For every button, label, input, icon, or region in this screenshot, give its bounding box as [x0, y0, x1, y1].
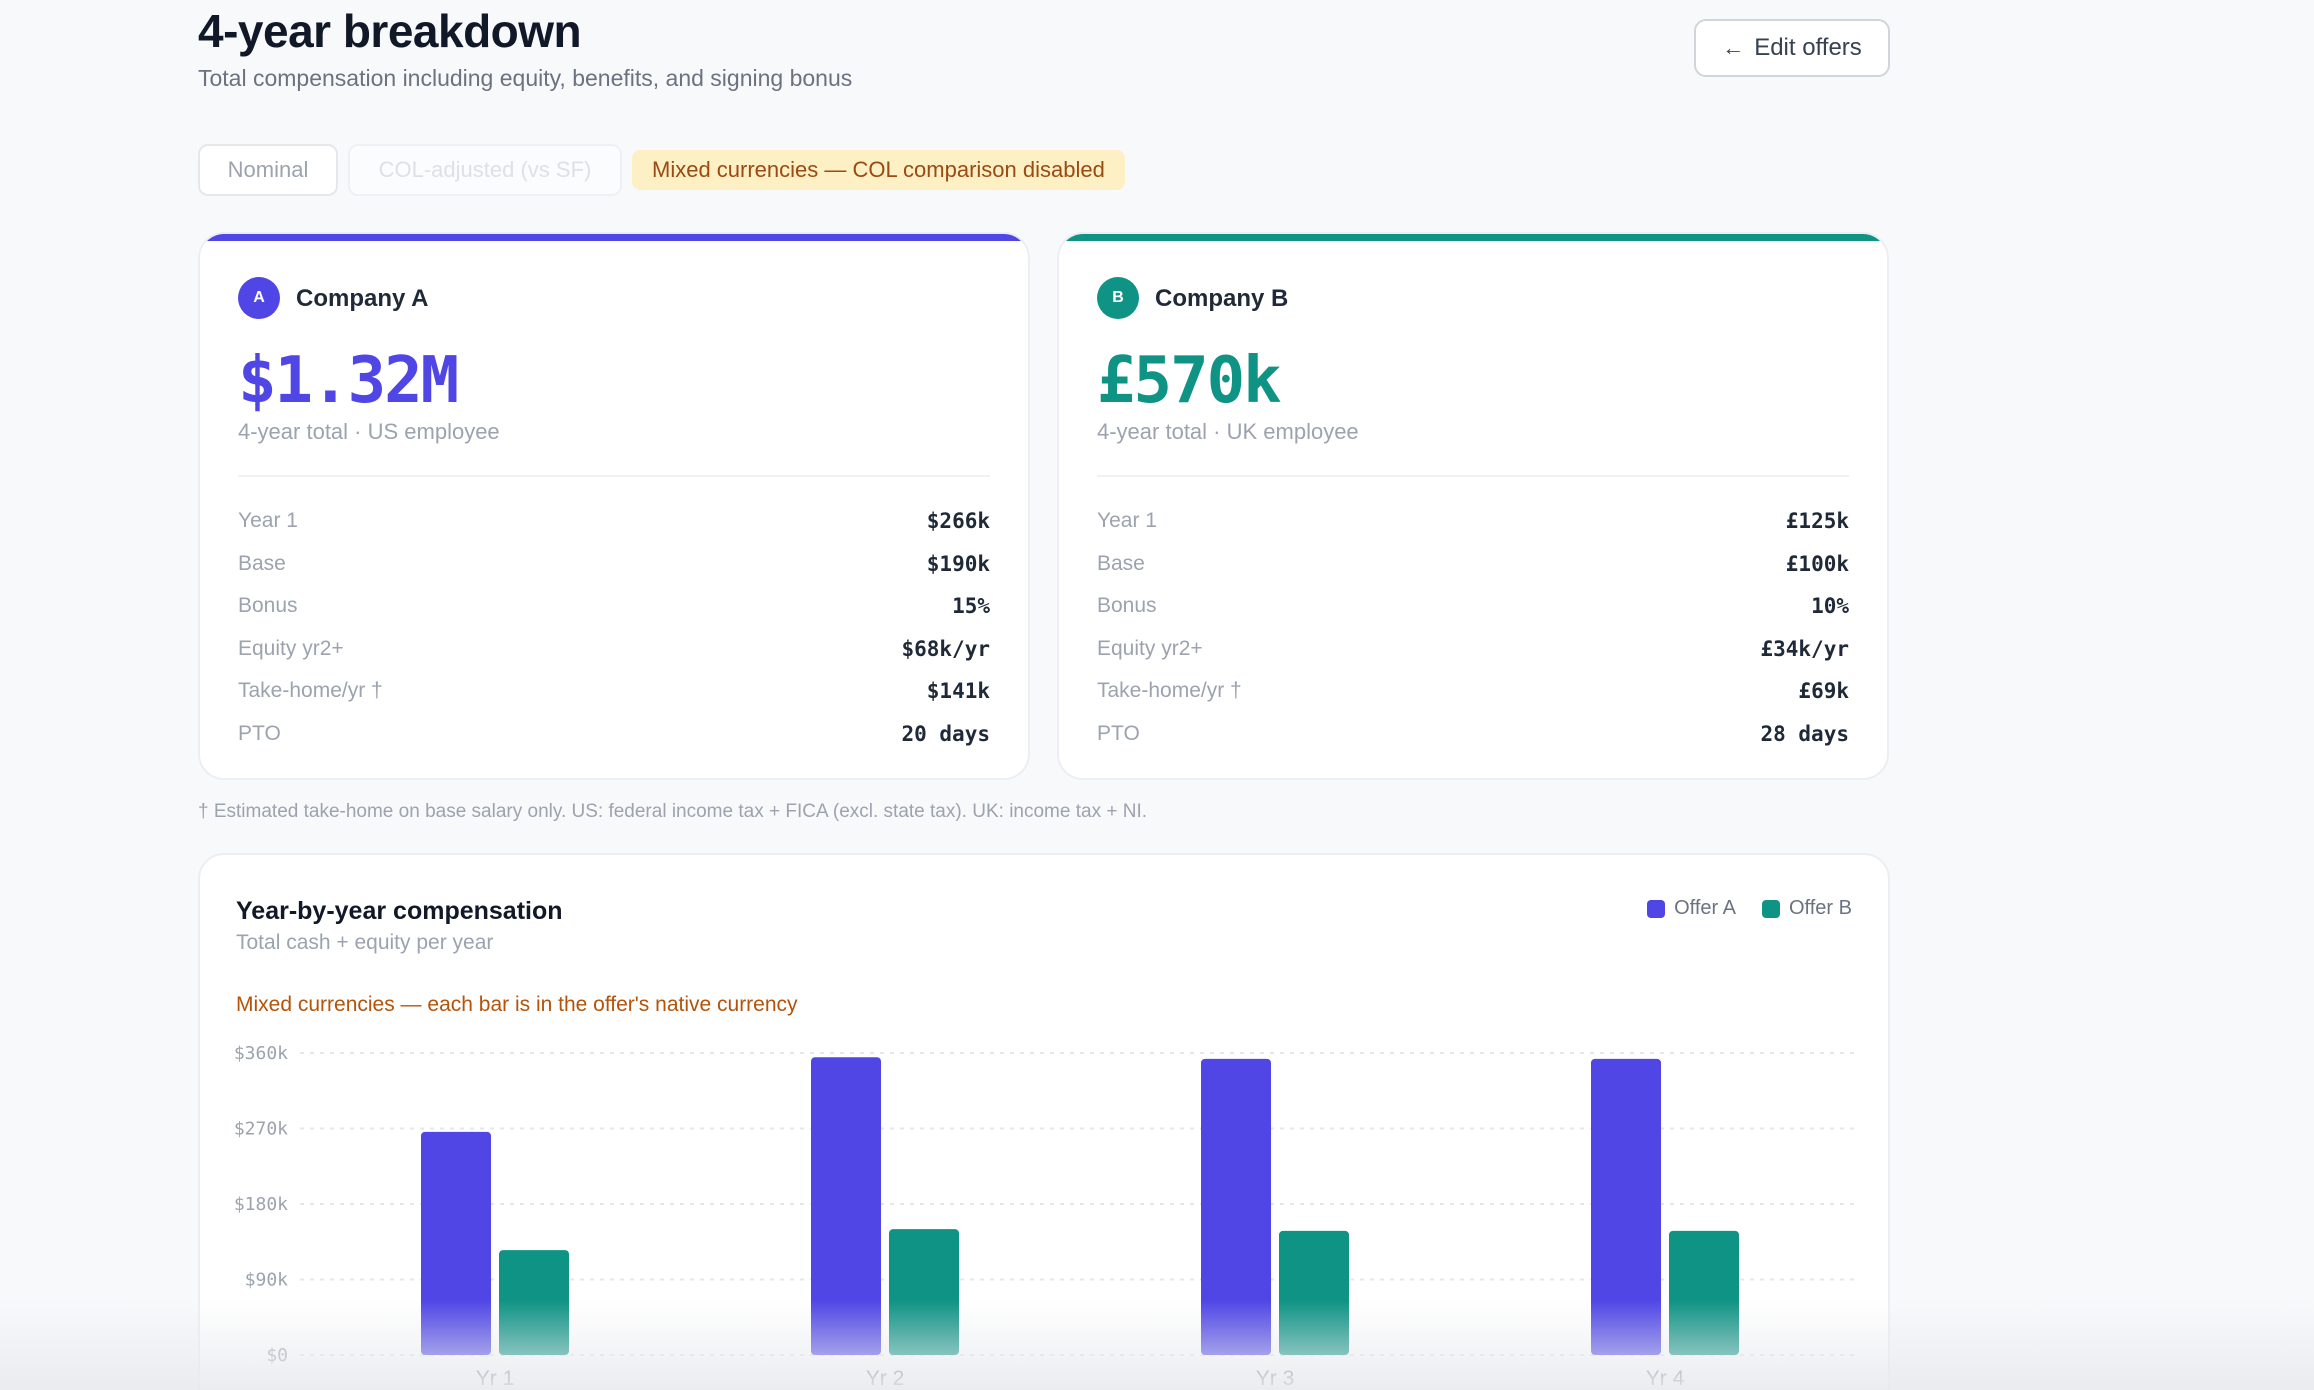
legend-swatch	[1647, 899, 1666, 918]
detail-row-equity: Equity yr2+ $68k/yr	[238, 628, 990, 671]
bar-chart: $0 $90k $180k $270k $360k Yr 1 Yr 2 Yr 3 Yr 4	[234, 1043, 1860, 1390]
divider	[238, 475, 990, 477]
detail-label: Base	[1097, 551, 1145, 575]
card-accent-bar	[1059, 234, 1887, 241]
detail-value: 15%	[952, 594, 990, 619]
legend-item-offer-a: Offer A	[1647, 897, 1736, 920]
detail-row-year1: Year 1 £125k	[1097, 500, 1849, 543]
detail-label: PTO	[238, 721, 281, 745]
page-subtitle: Total compensation including equity, ben…	[198, 65, 853, 91]
detail-row-bonus: Bonus 15%	[238, 585, 990, 628]
detail-value: 20 days	[901, 721, 990, 746]
toggle-col-adjusted: COL-adjusted (vs SF)	[348, 144, 622, 196]
detail-label: Equity yr2+	[238, 636, 344, 660]
bar-offer-b	[499, 1250, 569, 1355]
legend-label: Offer B	[1789, 897, 1852, 919]
yearly-chart-card: Year-by-year compensation Total cash + e…	[198, 853, 1890, 1390]
detail-label: Bonus	[1097, 594, 1157, 618]
company-name: Company A	[296, 285, 429, 312]
detail-value: £69k	[1798, 679, 1849, 704]
y-tick-label: $0	[266, 1345, 288, 1366]
detail-value: 28 days	[1760, 721, 1849, 746]
total-caption: 4-year total · US employee	[238, 419, 500, 444]
mixed-currency-warning: Mixed currencies — each bar is in the of…	[236, 993, 798, 1016]
bar-offer-a	[1591, 1058, 1661, 1355]
y-tick-label: $360k	[234, 1043, 288, 1064]
bar-offer-b	[1279, 1230, 1349, 1355]
legend-item-offer-b: Offer B	[1762, 897, 1852, 920]
bar-offer-a	[1201, 1058, 1271, 1355]
detail-value: £125k	[1785, 509, 1849, 534]
total-compensation: $1.32M	[238, 344, 459, 418]
company-name: Company B	[1155, 285, 1289, 312]
detail-label: Take-home/yr †	[1097, 679, 1242, 703]
card-accent-bar	[200, 234, 1028, 241]
edit-offers-button[interactable]: ← Edit offers	[1694, 19, 1890, 77]
detail-value: £100k	[1785, 551, 1849, 576]
offer-card-b: B Company B £570k 4-year total · UK empl…	[1057, 232, 1889, 780]
mixed-currency-badge: Mixed currencies — COL comparison disabl…	[632, 150, 1125, 190]
x-tick-label: Yr 3	[1256, 1367, 1295, 1390]
x-tick-label: Yr 4	[1646, 1367, 1685, 1390]
chart-title: Year-by-year compensation	[236, 897, 563, 925]
detail-label: Year 1	[238, 509, 298, 533]
offer-details: Year 1 £125k Base £100k Bonus 10% Equity yr…	[1097, 500, 1849, 755]
detail-label: Equity yr2+	[1097, 636, 1203, 660]
detail-row-equity: Equity yr2+ £34k/yr	[1097, 628, 1849, 671]
detail-row-base: Base $190k	[238, 543, 990, 586]
total-caption: 4-year total · UK employee	[1097, 419, 1359, 444]
detail-row-bonus: Bonus 10%	[1097, 585, 1849, 628]
detail-label: Base	[238, 551, 286, 575]
detail-row-take-home: Take-home/yr † £69k	[1097, 670, 1849, 713]
y-tick-label: $180k	[234, 1194, 288, 1215]
legend-label: Offer A	[1674, 897, 1736, 919]
toggle-nominal[interactable]: Nominal	[198, 144, 338, 196]
bar-offer-b	[1669, 1230, 1739, 1355]
detail-value: $266k	[926, 509, 990, 534]
take-home-footnote: † Estimated take-home on base salary onl…	[198, 801, 1147, 822]
bar-offer-a	[811, 1057, 881, 1355]
total-compensation: £570k	[1097, 344, 1282, 418]
company-avatar: B	[1097, 277, 1139, 319]
detail-row-pto: PTO 20 days	[238, 713, 990, 756]
edit-offers-label: Edit offers	[1754, 34, 1862, 61]
offer-card-a: A Company A $1.32M 4-year total · US emp…	[198, 232, 1030, 780]
x-tick-label: Yr 1	[476, 1367, 515, 1390]
company-avatar: A	[238, 277, 280, 319]
detail-value: $190k	[926, 551, 990, 576]
detail-label: Year 1	[1097, 509, 1157, 533]
detail-value: $141k	[926, 679, 990, 704]
detail-row-year1: Year 1 $266k	[238, 500, 990, 543]
offer-details: Year 1 $266k Base $190k Bonus 15% Equity yr…	[238, 500, 990, 755]
divider	[1097, 475, 1849, 477]
detail-value: $68k/yr	[901, 636, 990, 661]
detail-label: Take-home/yr †	[238, 679, 383, 703]
detail-value: 10%	[1811, 594, 1849, 619]
bar-offer-b	[889, 1229, 959, 1355]
detail-row-take-home: Take-home/yr † $141k	[238, 670, 990, 713]
detail-row-pto: PTO 28 days	[1097, 713, 1849, 756]
detail-label: Bonus	[238, 594, 298, 618]
detail-value: £34k/yr	[1760, 636, 1849, 661]
legend-swatch	[1762, 899, 1780, 918]
x-tick-label: Yr 2	[866, 1367, 905, 1390]
page-title: 4-year breakdown	[198, 5, 582, 57]
detail-label: PTO	[1097, 721, 1140, 745]
arrow-left-icon: ←	[1722, 35, 1745, 60]
chart-legend: Offer A Offer B	[1647, 897, 1852, 920]
bar-offer-a	[421, 1131, 491, 1355]
chart-subtitle: Total cash + equity per year	[236, 931, 494, 954]
y-tick-label: $270k	[234, 1119, 288, 1140]
detail-row-base: Base £100k	[1097, 543, 1849, 586]
y-tick-label: $90k	[245, 1270, 289, 1291]
